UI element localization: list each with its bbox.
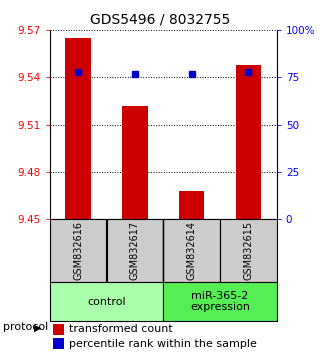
Text: transformed count: transformed count xyxy=(69,324,173,335)
Bar xyxy=(220,219,277,282)
Bar xyxy=(163,219,220,282)
Bar xyxy=(236,65,261,219)
Bar xyxy=(50,219,106,282)
Text: GDS5496 / 8032755: GDS5496 / 8032755 xyxy=(90,12,230,27)
Bar xyxy=(50,282,163,321)
Text: GSM832616: GSM832616 xyxy=(73,221,83,280)
Text: GSM832615: GSM832615 xyxy=(244,221,253,280)
Text: percentile rank within the sample: percentile rank within the sample xyxy=(69,338,257,349)
Bar xyxy=(179,191,204,219)
Text: GSM832614: GSM832614 xyxy=(187,221,196,280)
Bar xyxy=(53,324,64,335)
Text: protocol: protocol xyxy=(3,322,48,332)
Bar xyxy=(65,38,91,219)
Text: miR-365-2
expression: miR-365-2 expression xyxy=(190,291,250,312)
Bar xyxy=(53,338,64,349)
Bar xyxy=(107,219,163,282)
Bar xyxy=(122,106,148,219)
Text: control: control xyxy=(87,297,126,307)
Bar xyxy=(163,282,277,321)
Text: GSM832617: GSM832617 xyxy=(130,221,140,280)
Text: ▶: ▶ xyxy=(34,322,41,332)
